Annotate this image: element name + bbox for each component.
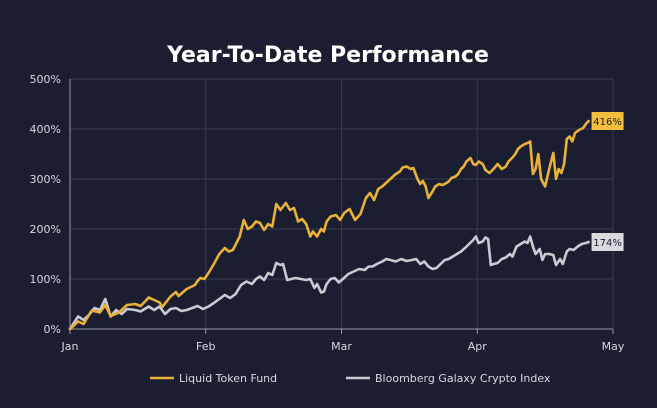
y-tick-label: 200%	[30, 223, 61, 236]
legend-label: Liquid Token Fund	[179, 372, 277, 385]
x-tick-label: Jan	[61, 340, 79, 353]
y-tick-label: 400%	[30, 123, 61, 136]
y-tick-label: 0%	[44, 323, 61, 336]
end-value-label: 174%	[593, 238, 622, 249]
x-tick-label: May	[602, 340, 625, 353]
end-value-label: 416%	[593, 117, 622, 128]
x-tick-label: Feb	[196, 340, 215, 353]
legend: Liquid Token Fund Bloomberg Galaxy Crypto…	[150, 372, 551, 385]
series-layer	[68, 119, 590, 331]
y-tick-label: 500%	[30, 73, 61, 86]
end-labels: 416% 174%	[591, 112, 624, 251]
x-tick-label: Mar	[331, 340, 352, 353]
grid	[69, 78, 614, 329]
x-tick-label: Apr	[468, 340, 488, 353]
y-tick-label: 100%	[30, 273, 61, 286]
end-value-badge	[591, 233, 624, 251]
legend-label: Bloomberg Galaxy Crypto Index	[375, 372, 551, 385]
series-line-bloomberg-galaxy-crypto-index	[68, 235, 590, 331]
chart-title: Year-To-Date Performance	[166, 43, 489, 68]
end-value-badge	[591, 112, 624, 130]
axes: 0% 100% 200% 300% 400% 500% Jan Feb Mar Apr May	[30, 73, 625, 353]
y-tick-label: 300%	[30, 173, 61, 186]
series-line-liquid-token-fund	[68, 119, 590, 331]
